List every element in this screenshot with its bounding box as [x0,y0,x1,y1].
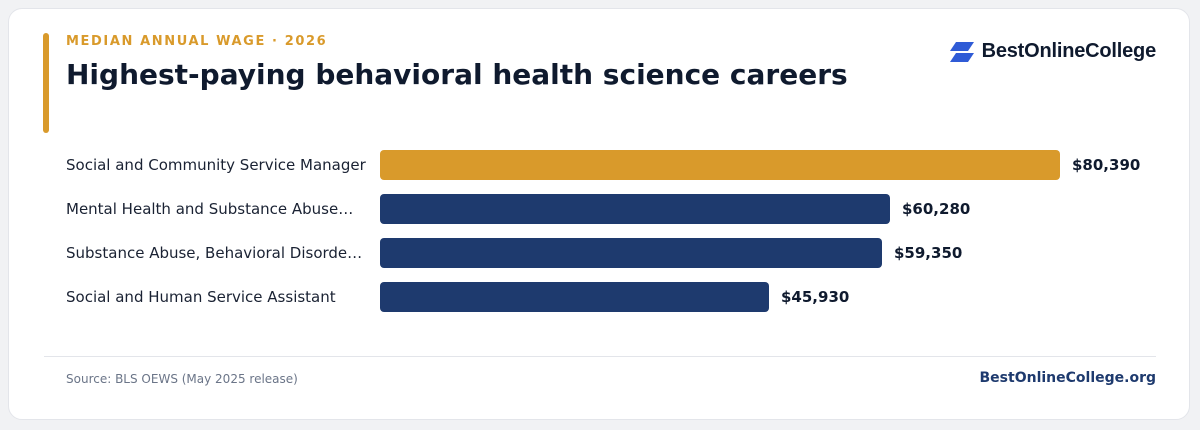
footer-divider [44,356,1156,357]
value-label: $60,280 [902,200,970,218]
value-label: $45,930 [781,288,849,306]
bar[interactable] [380,238,882,268]
stacked-parallelogram-logo-icon [949,41,974,62]
value-label: $59,350 [894,244,962,262]
category-label: Social and Human Service Assistant [66,288,336,306]
category-label: Mental Health and Substance Abuse… [66,200,353,218]
source-note: Source: BLS OEWS (May 2025 release) [66,372,298,386]
chart-title: Highest-paying behavioral health science… [66,58,848,91]
eyebrow-label: MEDIAN ANNUAL WAGE · 2026 [66,34,328,49]
bar[interactable] [380,150,1060,180]
brand-logo[interactable]: BestOnlineCollege [949,40,1157,63]
value-label: $80,390 [1072,156,1140,174]
category-label: Substance Abuse, Behavioral Disorde… [66,244,362,262]
site-link[interactable]: BestOnlineCollege.org [979,370,1156,386]
bar[interactable] [380,282,769,312]
accent-bar [43,33,49,133]
category-label: Social and Community Service Manager [66,156,367,174]
bar[interactable] [380,194,890,224]
brand-name: BestOnlineCollege [981,40,1157,62]
